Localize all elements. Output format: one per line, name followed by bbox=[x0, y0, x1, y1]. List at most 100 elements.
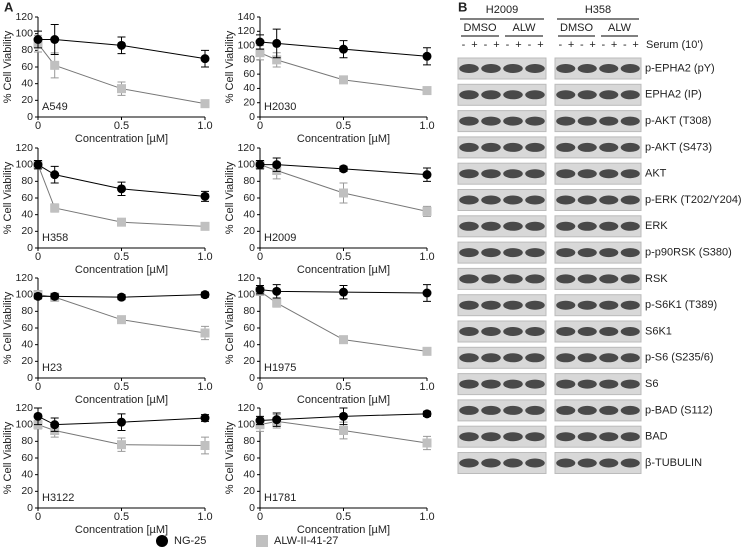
blot-band bbox=[556, 248, 576, 258]
x-axis-label: Concentration [µM] bbox=[297, 133, 390, 145]
blot-band bbox=[556, 353, 576, 363]
blot-band bbox=[620, 64, 640, 73]
blot-band bbox=[599, 353, 619, 363]
line bbox=[37, 415, 206, 426]
blot-band bbox=[481, 221, 501, 231]
blot-strip bbox=[554, 452, 642, 474]
blot-band bbox=[577, 300, 597, 310]
blot-band bbox=[556, 405, 576, 415]
y-tick-label: 0 bbox=[249, 242, 255, 254]
blot-band bbox=[503, 300, 523, 310]
line bbox=[37, 43, 206, 105]
y-tick-label: 120 bbox=[15, 11, 33, 23]
point bbox=[339, 75, 348, 85]
y-tick-label: 100 bbox=[237, 418, 255, 430]
blot-strip bbox=[554, 162, 642, 185]
y-tick-label: 20 bbox=[243, 485, 255, 497]
blot-band bbox=[525, 458, 545, 468]
y-axis-label: % Cell Viability bbox=[2, 30, 14, 103]
serum-sign: - bbox=[506, 39, 510, 51]
line bbox=[259, 41, 428, 57]
blot-band bbox=[503, 169, 523, 179]
line bbox=[37, 164, 206, 227]
y-tick-label: 80 bbox=[21, 305, 33, 317]
x-tick-label: 0 bbox=[35, 511, 41, 523]
blot-band bbox=[577, 169, 597, 179]
point bbox=[117, 184, 126, 194]
blot-band bbox=[556, 327, 576, 336]
cell-line-label: H2030 bbox=[264, 101, 296, 113]
y-tick-label: 0 bbox=[27, 372, 33, 384]
x-axis-label: Concentration [µM] bbox=[297, 264, 390, 276]
y-tick-label: 60 bbox=[21, 61, 33, 73]
y-tick-label: 60 bbox=[243, 452, 255, 464]
blot-band bbox=[525, 116, 545, 126]
point bbox=[50, 291, 60, 301]
point bbox=[272, 55, 282, 65]
blot-band bbox=[577, 458, 597, 468]
blot-band bbox=[525, 221, 545, 231]
legend-label: NG-25 bbox=[174, 535, 206, 547]
x-axis-label: Concentration [µM] bbox=[297, 524, 390, 536]
blot-band bbox=[459, 248, 479, 258]
blot-band bbox=[620, 169, 640, 179]
blot-strip bbox=[457, 425, 547, 448]
blot-band bbox=[459, 221, 479, 231]
y-tick-label: 100 bbox=[15, 27, 33, 39]
point bbox=[422, 409, 432, 419]
blot-strip bbox=[457, 215, 547, 238]
point bbox=[272, 160, 282, 170]
x-tick-label: 0.5 bbox=[336, 381, 351, 393]
blot-band bbox=[556, 458, 576, 468]
x-tick-label: 0.5 bbox=[336, 120, 351, 132]
blot-band bbox=[503, 379, 523, 389]
line bbox=[259, 289, 428, 294]
x-tick-label: 0 bbox=[35, 120, 41, 132]
line bbox=[37, 424, 206, 446]
blot-row-label: β-TUBULIN bbox=[645, 457, 702, 469]
blot-strip bbox=[457, 346, 547, 369]
x-tick-label: 0 bbox=[257, 251, 263, 263]
y-tick-label: 0 bbox=[27, 111, 33, 123]
blot-band bbox=[577, 195, 597, 205]
blot-row-label: EPHA2 (IP) bbox=[645, 89, 702, 101]
blot-band bbox=[525, 432, 545, 442]
y-tick-label: 100 bbox=[15, 418, 33, 430]
blot-band bbox=[620, 300, 640, 310]
blot-band bbox=[503, 458, 523, 468]
blot-band bbox=[599, 142, 619, 152]
y-axis-label: % Cell Viability bbox=[224, 30, 236, 103]
blot-band bbox=[481, 327, 501, 336]
y-axis-label: % Cell Viability bbox=[2, 421, 14, 494]
treatment-label: ALW bbox=[512, 22, 536, 34]
point bbox=[255, 285, 265, 295]
blot-band bbox=[620, 90, 640, 100]
point bbox=[200, 290, 210, 300]
serum-sign: + bbox=[493, 39, 499, 51]
y-tick-label: 40 bbox=[243, 208, 255, 220]
y-tick-label: 120 bbox=[237, 142, 255, 154]
serum-sign: - bbox=[602, 39, 606, 51]
blot-band bbox=[525, 142, 545, 152]
point bbox=[339, 44, 348, 54]
blot-band bbox=[599, 116, 619, 126]
serum-sign: - bbox=[484, 39, 488, 51]
point bbox=[339, 411, 348, 421]
y-tick-label: 120 bbox=[237, 402, 255, 414]
y-tick-label: 20 bbox=[243, 96, 255, 108]
serum-label: Serum (10') bbox=[646, 39, 703, 51]
point bbox=[33, 291, 43, 301]
y-tick-label: 80 bbox=[243, 175, 255, 187]
blot-band bbox=[459, 195, 479, 205]
x-tick-label: 0.5 bbox=[336, 251, 351, 263]
point bbox=[272, 286, 282, 296]
blot-band bbox=[525, 379, 545, 389]
blot-band bbox=[599, 274, 619, 284]
serum-sign: - bbox=[528, 39, 532, 51]
blot-band bbox=[525, 248, 545, 258]
point bbox=[255, 160, 265, 170]
cell-line-label: H1975 bbox=[264, 362, 296, 374]
blot-strip bbox=[554, 83, 642, 106]
blot-band bbox=[525, 90, 545, 100]
y-tick-label: 0 bbox=[27, 242, 33, 254]
